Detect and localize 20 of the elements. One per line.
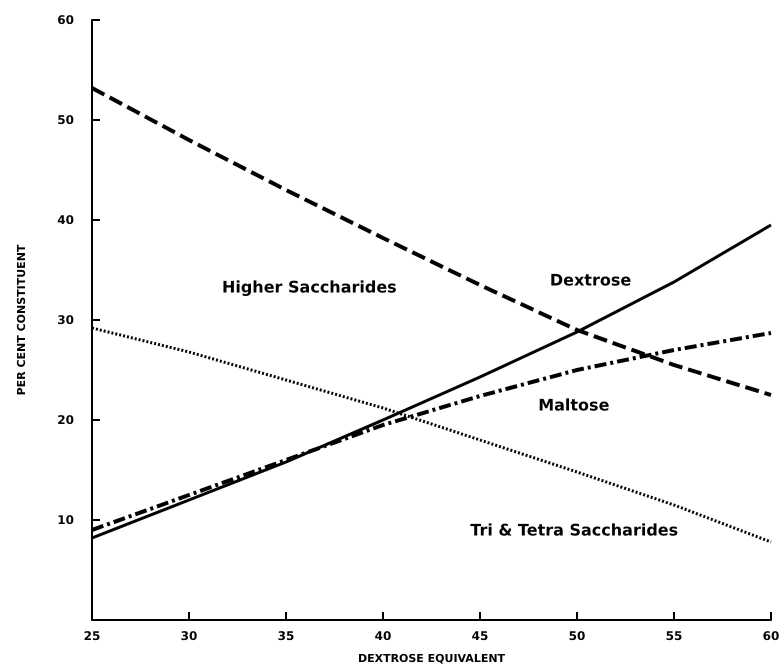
- x-tick-label: 30: [180, 629, 198, 643]
- y-tick-label: 50: [57, 113, 74, 127]
- x-tick-label: 40: [374, 629, 392, 643]
- series-label: Maltose: [538, 396, 610, 414]
- y-tick-label: 60: [57, 13, 74, 27]
- x-tick-label: 50: [568, 629, 586, 643]
- series-label: Tri & Tetra Saccharides: [470, 520, 678, 540]
- y-axis-title: PER CENT CONSTITUENT: [15, 244, 28, 396]
- y-tick-label: 20: [57, 413, 74, 427]
- y-tick-label: 10: [57, 513, 74, 527]
- y-tick-label: 40: [57, 213, 74, 227]
- x-tick-label: 35: [278, 629, 294, 643]
- x-tick-label: 60: [762, 629, 780, 643]
- series-label: Higher Saccharides: [222, 278, 397, 296]
- series-label: Dextrose: [550, 270, 632, 290]
- x-axis-title: DEXTROSE EQUIVALENT: [358, 652, 506, 665]
- x-tick-label: 45: [472, 629, 488, 643]
- y-tick-label: 30: [57, 313, 74, 327]
- x-tick-label: 25: [84, 629, 100, 643]
- x-tick-label: 55: [666, 629, 682, 643]
